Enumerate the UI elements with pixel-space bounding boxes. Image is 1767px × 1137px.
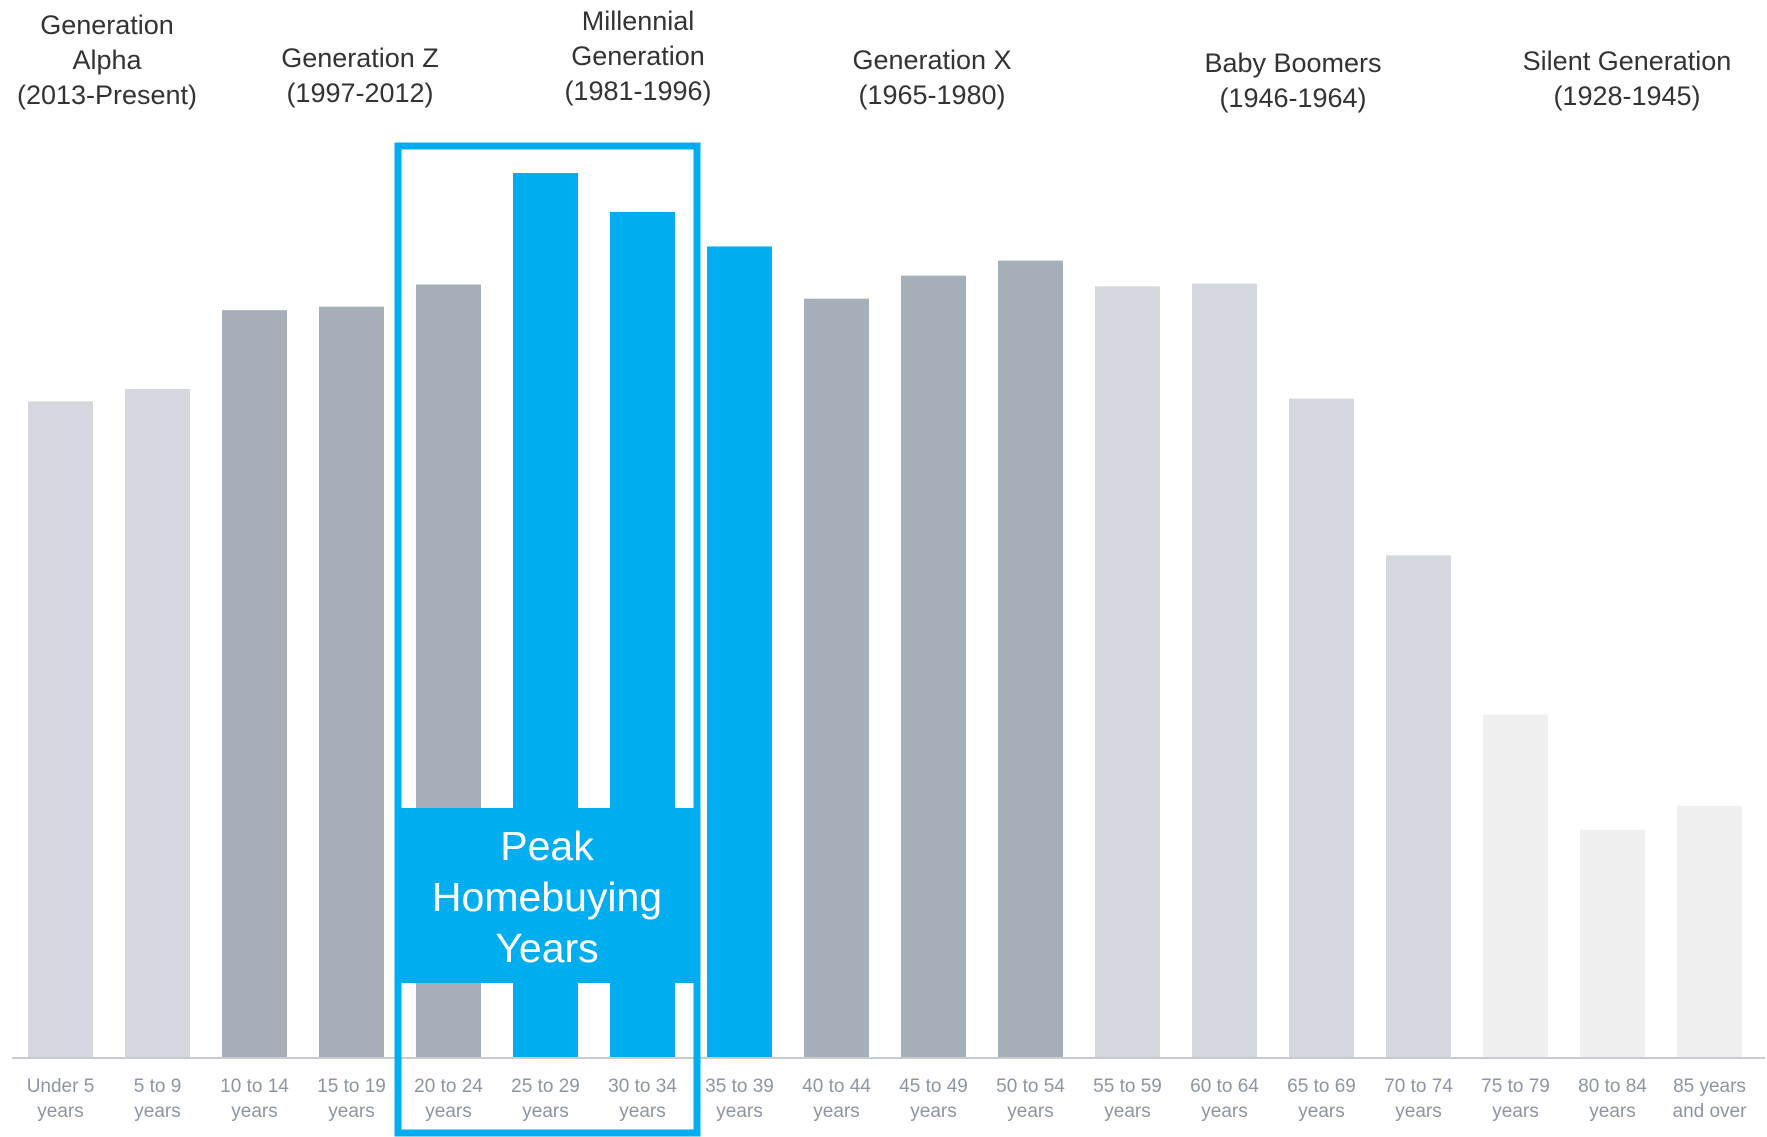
bar-group bbox=[28, 173, 1742, 1059]
x-tick-label: Under 5 years bbox=[27, 1076, 95, 1122]
x-tick-label: 15 to 19 years bbox=[317, 1076, 386, 1122]
x-tick-label: 5 to 9 years bbox=[134, 1076, 182, 1122]
generation-label: Generation Alpha (2013-Present) bbox=[17, 10, 197, 110]
x-tick-label: 50 to 54 years bbox=[996, 1076, 1065, 1122]
x-tick-label: 70 to 74 years bbox=[1384, 1076, 1453, 1122]
bar-35-to-39-years bbox=[707, 246, 772, 1058]
x-tick-label: 75 to 79 years bbox=[1481, 1076, 1550, 1122]
x-tick-label: 25 to 29 years bbox=[511, 1076, 580, 1122]
x-tick-label: 65 to 69 years bbox=[1287, 1076, 1356, 1122]
peak-homebuying-callout: Peak Homebuying Years bbox=[394, 142, 701, 1137]
bar-70-to-74-years bbox=[1386, 555, 1451, 1058]
bar-40-to-44-years bbox=[804, 298, 869, 1058]
x-tick-label: 35 to 39 years bbox=[705, 1076, 774, 1122]
bar-50-to-54-years bbox=[998, 260, 1063, 1058]
generation-label: Generation Z (1997-2012) bbox=[281, 43, 439, 108]
x-tick-label: 45 to 49 years bbox=[899, 1076, 968, 1122]
peak-label-band bbox=[401, 808, 694, 983]
generation-label: Baby Boomers (1946-1964) bbox=[1204, 48, 1381, 113]
x-tick-label: 80 to 84 years bbox=[1578, 1076, 1647, 1122]
x-tick-label: 20 to 24 years bbox=[414, 1076, 483, 1122]
bar-85-years-and-over bbox=[1677, 805, 1742, 1058]
bar-75-to-79-years bbox=[1483, 714, 1548, 1058]
bar-45-to-49-years bbox=[901, 275, 966, 1058]
bar-60-to-64-years bbox=[1192, 283, 1257, 1058]
bar-65-to-69-years bbox=[1289, 398, 1354, 1058]
generation-labels: Generation Alpha (2013-Present) Generation … bbox=[17, 6, 1731, 113]
x-tick-label: 10 to 14 years bbox=[220, 1076, 289, 1122]
bar-10-to-14-years bbox=[222, 310, 287, 1058]
generation-label: Millennial Generation (1981-1996) bbox=[564, 6, 711, 106]
x-tick-labels: Under 5 years 5 to 9 years 10 to 14 years 15 t… bbox=[27, 1076, 1747, 1122]
x-tick-label: 60 to 64 years bbox=[1190, 1076, 1259, 1122]
bar-15-to-19-years bbox=[319, 306, 384, 1058]
bar-5-to-9-years bbox=[125, 388, 190, 1058]
generation-label: Silent Generation (1928-1945) bbox=[1523, 46, 1732, 111]
bar-under-5-years bbox=[28, 401, 93, 1059]
bar-55-to-59-years bbox=[1095, 286, 1160, 1058]
x-tick-label: 55 to 59 years bbox=[1093, 1076, 1162, 1122]
peak-highlight-frame bbox=[394, 142, 701, 1137]
bar-80-to-84-years bbox=[1580, 829, 1645, 1058]
x-tick-label: 85 years and over bbox=[1673, 1076, 1748, 1122]
peak-homebuying-label: Peak Homebuying Years bbox=[432, 823, 662, 971]
x-tick-label: 30 to 34 years bbox=[608, 1076, 677, 1122]
x-tick-label: 40 to 44 years bbox=[802, 1076, 871, 1122]
generation-label: Generation X (1965-1980) bbox=[852, 45, 1011, 110]
